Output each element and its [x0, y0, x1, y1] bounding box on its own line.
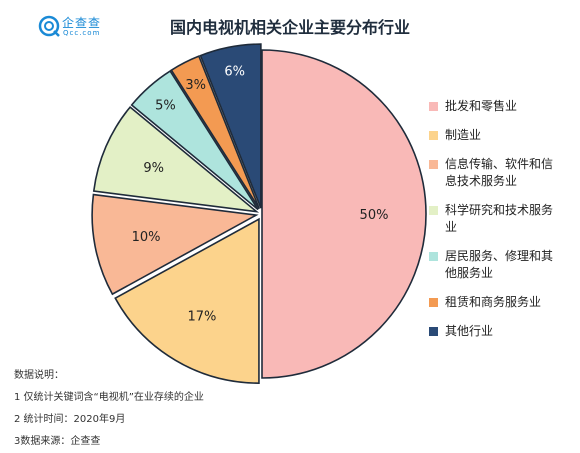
pie-slice-7	[199, 43, 262, 209]
legend-swatch-7	[429, 327, 438, 336]
legend-item-5: 居民服务、修理和其 他服务业	[427, 248, 577, 282]
pie-slice-1	[261, 49, 427, 379]
legend-label-1-line-1: 批发和零售业	[445, 99, 518, 113]
legend-label-5-line-2: 他服务业	[445, 266, 494, 280]
pie-slice-3	[91, 193, 259, 296]
legend-item-7: 其他行业	[427, 323, 577, 340]
legend-swatch-4	[429, 206, 438, 215]
pie-slice-6	[170, 55, 261, 210]
legend-swatch-2	[429, 131, 438, 140]
notes-line-1: 1 仅统计关键词含“电视机”在业存续的企业	[14, 392, 204, 403]
chart-legend: 批发和零售业 制造业 信息传输、软件和信 息技术服务业 科学研究和技术服务业居民服务、修…	[427, 98, 577, 352]
legend-item-1: 批发和零售业	[427, 98, 577, 115]
pie-slice-5	[130, 69, 259, 211]
pie-data-label-7: 6%	[224, 65, 245, 80]
brand-name: 企查查	[62, 16, 102, 30]
chart-title: 国内电视机相关企业主要分布行业	[169, 18, 410, 37]
pie-data-label-1: 50%	[360, 208, 389, 223]
pie-data-label-4: 9%	[143, 161, 164, 176]
notes-line-2: 2 统计时间：2020年9月	[14, 414, 126, 425]
pie-data-label-2: 17%	[187, 310, 216, 325]
legend-swatch-6	[429, 298, 438, 307]
legend-item-4: 科学研究和技术服务业	[427, 202, 577, 236]
legend-label-4-line-1: 科学研究和技术服务	[445, 203, 554, 217]
legend-label-3-line-1: 信息传输、软件和信	[445, 157, 554, 171]
legend-label-4-line-2: 业	[445, 220, 458, 234]
data-notes: 数据说明： 1 仅统计关键词含“电视机”在业存续的企业 2 统计时间：2020年…	[14, 365, 204, 453]
legend-label-2-line-1: 制造业	[445, 128, 482, 142]
legend-label-6-line-1: 租赁和商务服务业	[445, 295, 542, 309]
notes-line-3: 3数据来源：企查查	[14, 436, 101, 447]
legend-swatch-3	[429, 160, 438, 169]
legend-label-3-line-2: 息技术服务业	[445, 174, 518, 188]
qcc-logo-icon	[38, 15, 60, 37]
legend-item-2: 制造业	[427, 127, 577, 144]
pie-slice-4	[92, 105, 260, 213]
pie-data-label-6: 3%	[185, 78, 206, 93]
legend-swatch-5	[429, 252, 438, 261]
pie-slice-2	[114, 217, 260, 384]
pie-data-label-5: 5%	[155, 98, 176, 113]
pie-data-label-3: 10%	[132, 230, 161, 245]
legend-item-6: 租赁和商务服务业	[427, 294, 577, 311]
brand-logo: 企查查 Qcc.com	[38, 14, 110, 40]
legend-item-3: 信息传输、软件和信 息技术服务业	[427, 156, 577, 190]
legend-label-7-line-1: 其他行业	[445, 324, 494, 338]
legend-swatch-1	[429, 102, 438, 111]
legend-label-5-line-1: 居民服务、修理和其	[445, 249, 554, 263]
brand-domain: Qcc.com	[63, 29, 101, 37]
notes-heading: 数据说明：	[14, 370, 64, 381]
